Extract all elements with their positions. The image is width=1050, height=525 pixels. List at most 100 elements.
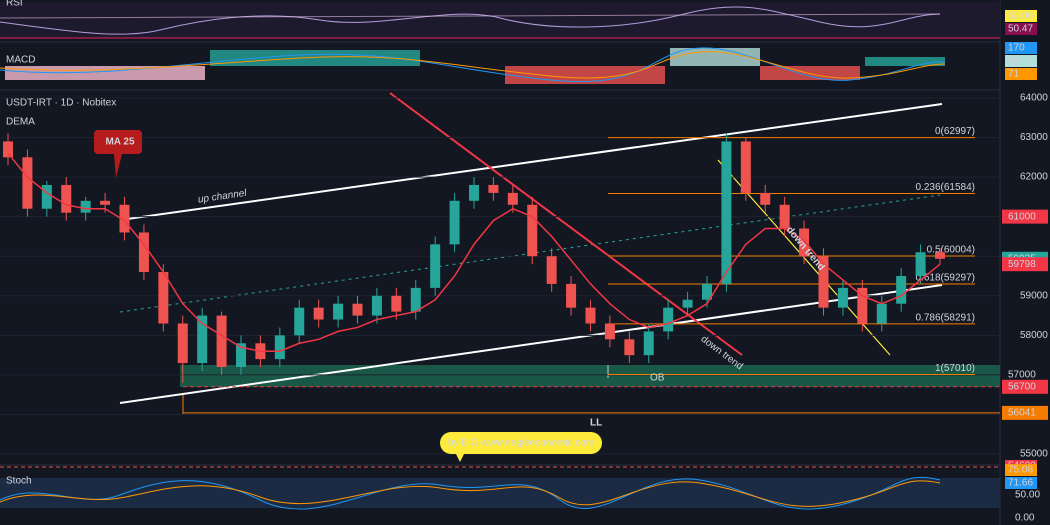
candle-body: [430, 244, 441, 288]
candle-body: [527, 204, 538, 257]
price-badge: [1002, 367, 1048, 382]
candle-body: [896, 276, 907, 304]
channel-lower: [119, 284, 943, 404]
indicator-badge: [1005, 68, 1037, 80]
candle-body: [799, 228, 810, 257]
y-tick-label: 59000: [1020, 290, 1048, 301]
candle-body: [100, 200, 111, 205]
candle-body: [158, 272, 169, 324]
price-badge-label: 57000: [1008, 370, 1036, 381]
fib-label: 1(57010): [935, 363, 975, 374]
candle-body: [391, 295, 402, 312]
price-badge-label: 59798: [1008, 259, 1036, 270]
candle-body: [624, 339, 635, 356]
candle-body: [177, 323, 188, 364]
candle-body: [41, 184, 52, 209]
price-badge: [1002, 257, 1048, 272]
price-badge-label: 56041: [1008, 408, 1036, 419]
y-tick-label: 58000: [1020, 330, 1048, 341]
candle-body: [760, 192, 771, 205]
y-tick-label: 62000: [1020, 172, 1048, 183]
candle-body: [546, 256, 557, 284]
trendline: [389, 92, 743, 356]
macd-histogram: [5, 48, 945, 84]
candle-body: [3, 141, 13, 158]
candle-body: [22, 157, 33, 209]
order-block: [180, 365, 1000, 387]
candle-body: [702, 283, 712, 300]
macd-line: [0, 47, 946, 82]
fib-label: 0.786(58291): [916, 312, 976, 323]
candle-body: [313, 307, 324, 320]
candle-body: [643, 331, 654, 356]
indicator-badge: [1005, 42, 1037, 54]
candle-body: [818, 256, 829, 308]
indicator-badge: [1005, 23, 1037, 35]
indicator-badge-label: 75.08: [1008, 465, 1033, 476]
indicator-badge-label: 71.66: [1008, 478, 1033, 489]
price-badge: [1002, 405, 1048, 420]
symbol-title: USDT-IRT · 1D · Nobitex: [6, 98, 116, 109]
macd-title: MACD: [6, 55, 35, 66]
ma-callout: [94, 130, 142, 178]
candle-body: [61, 184, 72, 213]
candle-body: [119, 204, 130, 233]
indicator-badge: [1005, 10, 1037, 22]
rsi-title: RSI: [6, 0, 23, 9]
stoch-k: [0, 476, 941, 510]
macd-hist-zone: [865, 57, 945, 66]
rsi-band: [0, 2, 1000, 38]
candle-body: [80, 200, 91, 213]
credit-badge: [440, 432, 602, 454]
candle-body: [585, 307, 596, 324]
stoch-title: Stoch: [6, 476, 32, 487]
candle-body: [721, 141, 732, 284]
indicator-badge-label: 99: [1008, 56, 1020, 67]
candle-body: [236, 343, 246, 368]
candle-body: [352, 303, 363, 316]
candle-body: [197, 315, 208, 364]
indicator-badge-label: 170: [1008, 43, 1025, 54]
indicator-badge-label: 50.47: [1008, 24, 1033, 35]
ma-line: [7, 152, 941, 352]
fib-label: 0.5(60004): [927, 245, 975, 256]
candle-body: [566, 283, 577, 308]
fib-label: 0.236(61584): [916, 182, 976, 193]
candle-body: [682, 299, 693, 308]
candle-body: [507, 192, 518, 205]
price-axis: 5500056000570005800059000600006100062000…: [1002, 10, 1048, 524]
candle-body: [333, 303, 344, 320]
candle-body: [663, 307, 674, 332]
candle-body: [138, 232, 149, 273]
indicator-badge-label: 52.00: [1008, 11, 1033, 22]
candle-body: [915, 252, 926, 276]
price-badge: [1002, 209, 1048, 224]
candle-body: [779, 204, 790, 229]
y-tick-label: 63000: [1020, 132, 1048, 143]
candle-body: [371, 295, 382, 316]
annotation: LL: [590, 418, 602, 429]
rsi-line: [0, 6, 941, 35]
candle-body: [604, 323, 615, 340]
fib-label: 0(62997): [935, 126, 975, 137]
macd-hist-zone: [760, 66, 860, 80]
macd-hist-zone: [5, 66, 205, 80]
fib-label: 0.618(59297): [916, 273, 976, 284]
candle-body: [410, 287, 421, 312]
stoch-d: [0, 480, 941, 507]
candle-body: [294, 307, 305, 336]
stoch-tick: 0.00: [1015, 513, 1035, 524]
candle-body: [857, 287, 868, 324]
y-tick-label: 55000: [1020, 449, 1048, 460]
stoch-band: [0, 478, 1000, 508]
indicator-name: DEMA: [6, 117, 35, 128]
rsi-ma: [0, 13, 941, 19]
candle-body: [935, 252, 945, 259]
main-pane: 0(62997) 0.236(61584) 0.5(60004) 0.618(5929…: [0, 97, 1000, 455]
macd-hist-zone: [210, 50, 420, 66]
price-badge-label: 61000: [1008, 211, 1036, 222]
y-tick-label: 64000: [1020, 93, 1048, 104]
candle-body: [469, 184, 479, 201]
candle-body: [488, 184, 499, 193]
